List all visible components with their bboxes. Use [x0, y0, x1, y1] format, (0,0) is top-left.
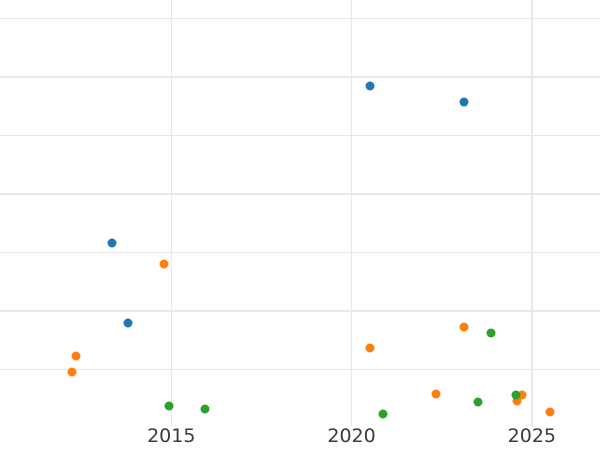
x-gridline [531, 0, 533, 426]
data-point-green [486, 328, 496, 337]
y-gridline [0, 251, 600, 254]
data-point-green [378, 409, 388, 419]
y-gridline [0, 76, 600, 78]
data-point-blue [365, 81, 375, 91]
data-point-orange [71, 351, 81, 361]
x-tick-label: 2025 [507, 425, 557, 447]
data-point-blue [459, 97, 469, 107]
y-gridline [0, 193, 600, 195]
data-point-orange [159, 259, 169, 269]
x-gridline [170, 0, 173, 426]
y-gridline [0, 310, 600, 312]
data-point-orange [365, 343, 375, 353]
data-point-orange [67, 367, 77, 377]
data-point-green [200, 404, 210, 414]
plot-area [0, 0, 600, 426]
x-tick-label: 2020 [327, 425, 376, 447]
data-point-blue [107, 238, 117, 248]
y-gridline [0, 368, 600, 371]
x-gridline [350, 0, 353, 426]
x-tick-label: 2015 [147, 425, 196, 447]
data-point-green [511, 390, 521, 400]
data-point-orange [431, 389, 441, 399]
data-point-orange [512, 396, 522, 406]
data-point-orange [459, 322, 469, 332]
data-point-green [473, 397, 483, 407]
data-point-orange [545, 407, 555, 417]
y-gridline [0, 134, 600, 137]
x-axis: 2015 2020 2025 [0, 426, 600, 450]
data-point-blue [123, 318, 133, 328]
data-point-green [164, 401, 174, 411]
y-gridline [0, 17, 600, 20]
data-point-orange [517, 390, 527, 400]
